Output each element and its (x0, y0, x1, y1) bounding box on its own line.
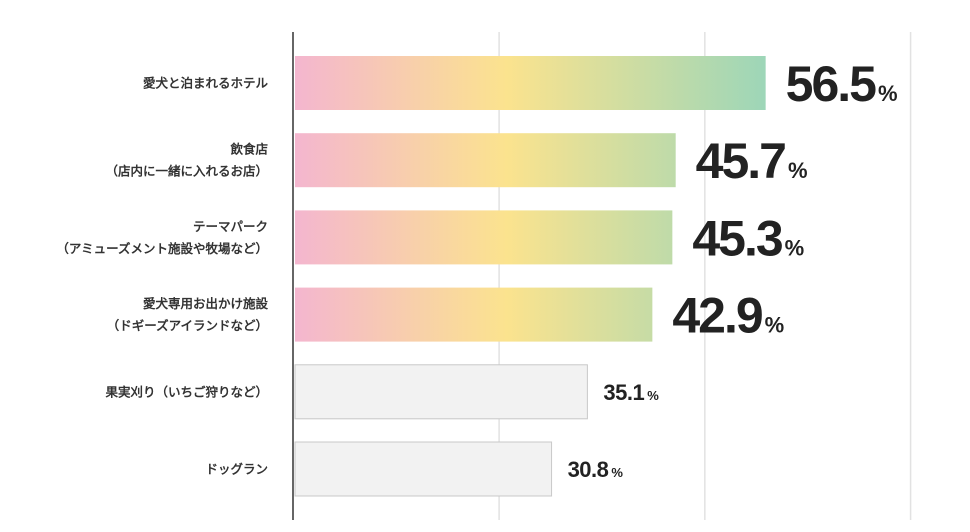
value-label: 35.1% (603, 380, 659, 405)
bar (294, 364, 588, 420)
category-label: （ドギーズアイランドなど） (107, 318, 268, 333)
category-label: テーマパーク (193, 219, 268, 234)
value-label: 56.5% (786, 56, 897, 112)
bar (295, 56, 766, 110)
value-labels: 56.5 % 45.7 % 45.3 % 42.9 % 35.1 % 30.8% (568, 56, 899, 482)
category-label: 愛犬と泊まれるホテル (143, 76, 269, 91)
category-label: 愛犬専用お出かけ施設 (143, 296, 269, 311)
bars (294, 56, 766, 497)
category-label: 果実刈り（いちご狩りなど） (104, 384, 268, 399)
gridlines (498, 32, 912, 520)
category-label: ドッグラン (205, 462, 268, 477)
bar (295, 133, 676, 188)
category-label: 飲食店 (229, 142, 268, 157)
category-label: （店内に一緒に入れるお店） (105, 164, 268, 179)
value-label: 45.3% (692, 210, 803, 266)
category-label: （アミューズメント施設や牧場など） (56, 241, 268, 256)
value-label: 45.7% (696, 133, 807, 189)
bar (295, 210, 673, 265)
value-label: 42.9% (672, 288, 783, 344)
bar (295, 287, 653, 342)
bar (294, 441, 553, 497)
value-label: 30.8% (568, 457, 624, 482)
